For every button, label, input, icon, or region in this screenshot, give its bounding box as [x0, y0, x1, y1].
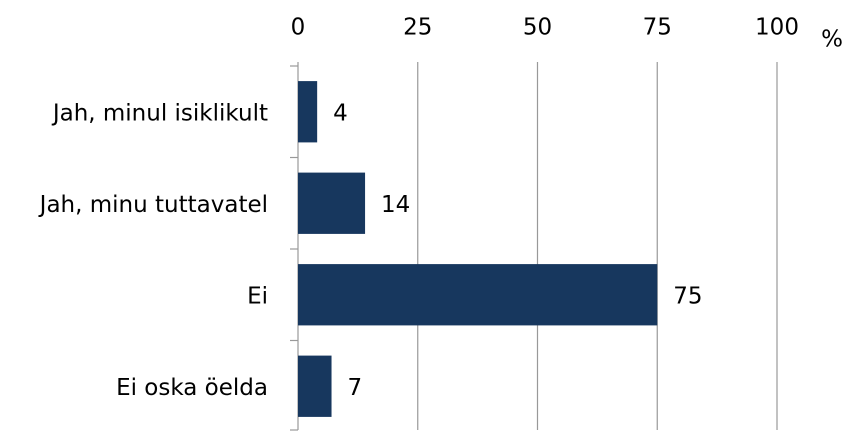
x-tick-label: 25 [403, 15, 432, 41]
x-tick-label: 0 [291, 15, 306, 41]
value-label: 14 [381, 192, 410, 218]
x-tick-label: 75 [643, 15, 672, 41]
bar [298, 264, 658, 326]
value-label: 4 [333, 100, 348, 126]
value-label: 7 [348, 375, 363, 401]
bar [298, 172, 366, 234]
bar [298, 355, 332, 417]
x-tick-label: 50 [523, 15, 552, 41]
y-tick-label: Ei oska öelda [116, 375, 268, 401]
x-tick-label: 100 [755, 15, 799, 41]
bar [298, 81, 318, 143]
value-label: 75 [673, 283, 702, 309]
y-tick-label: Jah, minul isiklikult [51, 100, 268, 126]
x-axis-label: % [821, 27, 843, 53]
y-tick-label: Ei [247, 283, 268, 309]
y-tick-label: Jah, minu tuttavatel [38, 192, 268, 218]
